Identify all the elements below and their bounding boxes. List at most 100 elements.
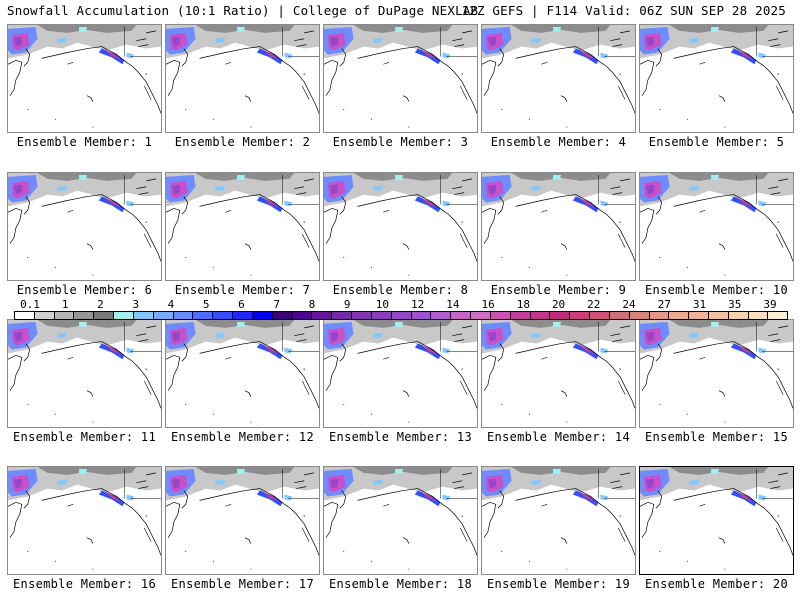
ensemble-map-panel[interactable]: [7, 319, 162, 428]
colorbar-swatch: [590, 312, 610, 319]
colorbar-swatch: [708, 312, 729, 319]
colorbar-swatch: [312, 312, 333, 319]
ensemble-map-panel[interactable]: [639, 24, 794, 133]
colorbar-swatch: [94, 312, 115, 319]
colorbar-tick-label: 20: [551, 298, 566, 311]
run-valid-time: 12Z GEFS | F114 Valid: 06Z SUN SEP 28 20…: [461, 3, 786, 18]
panel-label: Ensemble Member: 18: [329, 577, 472, 591]
ensemble-map-panel[interactable]: [639, 319, 794, 428]
colorbar-swatch: [391, 312, 412, 319]
colorbar-swatch: [689, 312, 709, 319]
colorbar-tick-label: 22: [587, 298, 601, 311]
colorbar-swatch: [173, 312, 194, 319]
colorbar-swatch: [54, 312, 75, 319]
panel-label: Ensemble Member: 5: [648, 135, 785, 149]
colorbar-tick-label: 7: [273, 298, 280, 311]
ensemble-map-panel[interactable]: [165, 24, 320, 133]
colorbar-swatch: [292, 312, 313, 319]
chart-title: Snowfall Accumulation (10:1 Ratio) | Col…: [7, 3, 479, 18]
colorbar-tick-label: 14: [446, 298, 460, 311]
colorbar-swatch: [371, 312, 392, 319]
colorbar-swatch: [153, 312, 174, 319]
colorbar-swatch: [669, 312, 690, 319]
colorbar-swatch: [570, 312, 591, 319]
panel-label: Ensemble Member: 17: [171, 577, 314, 591]
panel-label: Ensemble Member: 8: [332, 283, 469, 297]
colorbar-tick-label: 0.1: [20, 298, 40, 311]
colorbar-swatch: [252, 312, 273, 319]
panel-label: Ensemble Member: 6: [16, 283, 153, 297]
colorbar-swatch: [352, 312, 372, 319]
colorbar-swatch: [332, 312, 353, 319]
ensemble-map-panel[interactable]: [639, 466, 794, 575]
panel-label: Ensemble Member: 13: [329, 430, 472, 444]
colorbar-tick-label: 24: [622, 298, 636, 311]
colorbar-swatch: [74, 312, 95, 319]
ensemble-map-panel[interactable]: [481, 172, 636, 281]
ensemble-map-panel[interactable]: [165, 172, 320, 281]
ensemble-map-panel[interactable]: [323, 172, 478, 281]
colorbar-tick-label: 1: [61, 298, 69, 311]
panel-label: Ensemble Member: 16: [13, 577, 156, 591]
colorbar-swatch: [431, 312, 452, 319]
panel-label: Ensemble Member: 3: [332, 135, 469, 149]
colorbar-swatch: [213, 312, 234, 319]
colorbar-swatch: [649, 312, 670, 319]
colorbar-swatch: [272, 312, 293, 319]
colorbar-tick-label: 27: [657, 298, 671, 311]
ensemble-map-panel[interactable]: [7, 466, 162, 575]
colorbar-tick-label: 12: [410, 298, 425, 311]
ensemble-map-panel[interactable]: [481, 319, 636, 428]
colorbar-swatch: [629, 312, 650, 319]
panel-label: Ensemble Member: 2: [174, 135, 311, 149]
ensemble-map-panel[interactable]: [639, 172, 794, 281]
colorbar-swatch: [411, 312, 432, 319]
colorbar-swatch: [133, 312, 154, 319]
ensemble-map-panel[interactable]: [7, 24, 162, 133]
colorbar-swatch: [768, 312, 788, 319]
ensemble-map-panel[interactable]: [323, 24, 478, 133]
colorbar-swatch: [34, 312, 55, 319]
colorbar-tick-label: 10: [375, 298, 389, 311]
colorbar-tick-label: 5: [202, 298, 210, 311]
panel-label: Ensemble Member: 9: [490, 283, 627, 297]
colorbar-swatch: [193, 312, 214, 319]
ensemble-map-panel[interactable]: [165, 319, 320, 428]
colorbar-swatch: [510, 312, 531, 319]
colorbar-swatch: [471, 312, 491, 319]
colorbar-swatch: [490, 312, 511, 319]
colorbar-tick-label: 3: [132, 298, 140, 311]
colorbar-tick-label: 39: [763, 298, 777, 311]
ensemble-map-panel[interactable]: [323, 319, 478, 428]
ensemble-map-panel[interactable]: [481, 466, 636, 575]
panel-label: Ensemble Member: 1: [16, 135, 153, 149]
panel-label: Ensemble Member: 10: [645, 283, 788, 297]
colorbar-tick-label: 9: [343, 298, 351, 311]
snowfall-colorbar: [14, 311, 788, 320]
colorbar-tick-label: 35: [728, 298, 742, 311]
colorbar-swatch: [15, 312, 35, 319]
colorbar-tick-label: 8: [308, 298, 316, 311]
colorbar-labels: 0.1 1 2 3 4 5 6 7 8 9 10 12 14 16 18 20 22 24 27 31 35 39: [14, 298, 786, 311]
panel-label: Ensemble Member: 12: [171, 430, 314, 444]
colorbar-tick-label: 4: [167, 298, 175, 311]
colorbar-swatch: [530, 312, 551, 319]
colorbar-swatch: [609, 312, 630, 319]
panel-label: Ensemble Member: 20: [645, 577, 788, 591]
colorbar-swatch: [233, 312, 253, 319]
panel-label: Ensemble Member: 19: [487, 577, 630, 591]
colorbar-swatch: [550, 312, 571, 319]
ensemble-map-panel[interactable]: [7, 172, 162, 281]
colorbar-tick-label: 16: [481, 298, 495, 311]
colorbar-swatch: [748, 312, 769, 319]
colorbar-swatch: [451, 312, 472, 319]
ensemble-map-panel[interactable]: [165, 466, 320, 575]
ensemble-map-panel[interactable]: [323, 466, 478, 575]
colorbar-tick-label: 6: [238, 298, 245, 311]
colorbar-tick-label: 2: [97, 298, 104, 311]
panel-label: Ensemble Member: 14: [487, 430, 630, 444]
colorbar-tick-label: 31: [692, 298, 707, 311]
panel-label: Ensemble Member: 4: [490, 135, 627, 149]
ensemble-map-panel[interactable]: [481, 24, 636, 133]
panel-label: Ensemble Member: 7: [174, 283, 311, 297]
